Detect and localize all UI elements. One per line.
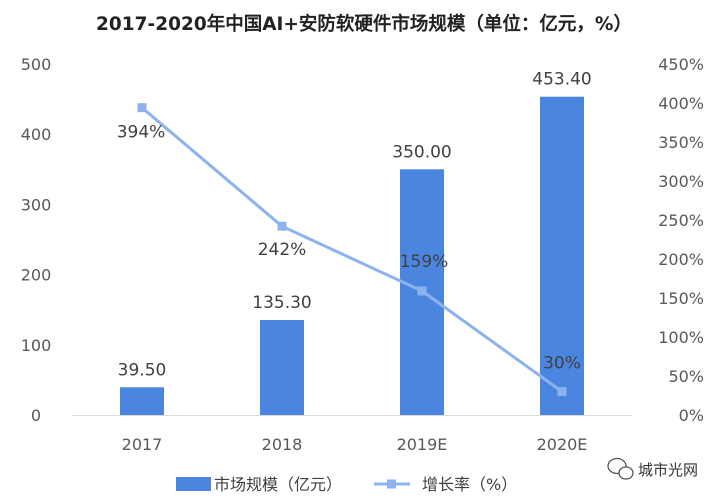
line-marker [277,221,287,231]
bar-series [120,96,584,416]
right-tick-label: 50% [668,367,704,386]
line-marker [417,286,427,296]
left-tick-label: 100 [21,336,52,355]
bar-value-label: 39.50 [118,360,167,380]
bar [540,96,584,416]
line-value-label: 159% [400,252,449,272]
line-marker [557,387,567,397]
watermark: 城市光网 [607,457,698,480]
wechat-bubble-small [618,466,634,480]
right-tick-label: 250% [658,211,704,230]
right-tick-label: 400% [658,94,704,113]
right-tick-label: 100% [658,328,704,347]
legend-bar-swatch [176,477,211,491]
watermark-text: 城市光网 [638,461,698,479]
legend-line-label: 增长率（%） [422,475,517,494]
legend-bar-label: 市场规模（亿元） [214,475,342,494]
bar-value-label: 350.00 [392,142,451,162]
left-tick-label: 500 [21,55,52,74]
right-tick-label: 350% [658,133,704,152]
x-axis: 2017 2018 2019E 2020E [72,415,632,454]
x-tick-label: 2020E [537,435,588,454]
line-value-label: 394% [117,123,166,143]
right-tick-label: 300% [658,172,704,191]
line-value-label: 30% [543,354,581,374]
left-tick-label: 200 [21,266,52,285]
x-tick-label: 2018 [262,435,303,454]
right-y-axis: 0% 50% 100% 150% 200% 250% 300% 350% 400% 450% [658,55,704,425]
bar-value-label: 135.30 [252,293,311,313]
left-tick-label: 300 [21,195,52,214]
left-tick-label: 0 [31,406,41,425]
data-labels: 39.50 135.30 350.00 453.40 394% 242% 159% 30% [117,70,592,381]
line-marker [137,103,147,113]
wechat-icon [607,457,634,480]
legend: 市场规模（亿元） 增长率（%） [176,475,517,494]
chart-title: 2017-2020年中国AI+安防软硬件市场规模（单位：亿元，%） [96,13,632,35]
x-tick-label: 2019E [397,435,448,454]
bar [120,387,164,415]
bar-value-label: 453.40 [532,70,591,90]
bar [260,320,304,415]
line-series [137,103,567,397]
line-value-label: 242% [258,240,307,260]
right-tick-label: 0% [679,406,704,425]
growth-line [141,106,563,393]
right-tick-label: 150% [658,289,704,308]
legend-line-marker [387,479,396,489]
left-y-axis: 0 100 200 300 400 500 [21,55,52,425]
x-tick-label: 2017 [122,435,163,454]
wechat-bubble-large [607,457,627,475]
right-tick-label: 450% [658,55,704,74]
right-tick-label: 200% [658,250,704,269]
left-tick-label: 400 [21,125,52,144]
